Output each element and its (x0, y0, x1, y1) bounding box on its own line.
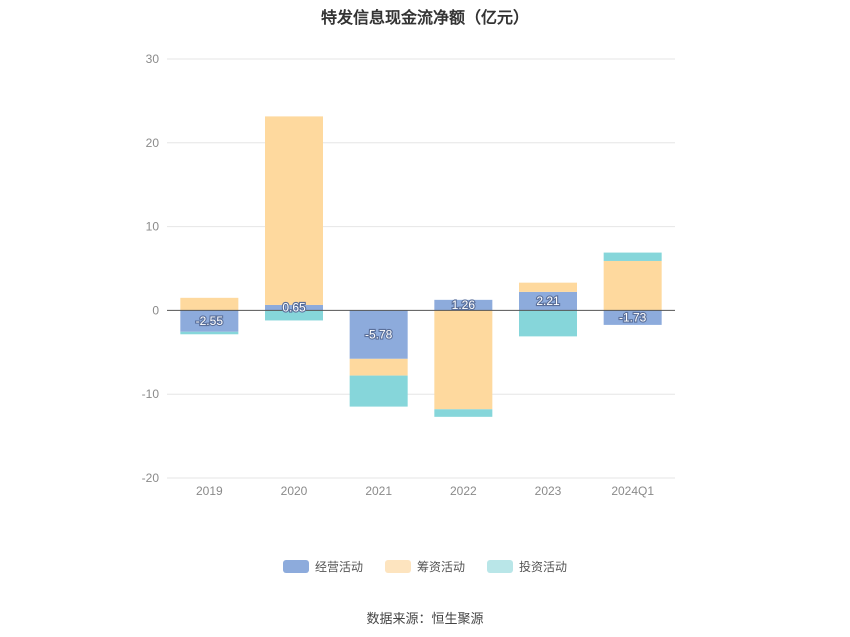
legend-item-financing[interactable]: 筹资活动 (384, 558, 465, 575)
x-tick-label: 2020 (281, 484, 308, 498)
bar-financing (434, 310, 493, 410)
bar-investing (603, 252, 662, 261)
data-label: 2.21 (536, 294, 560, 308)
y-tick-label: -10 (142, 387, 160, 401)
x-tick-label: 2023 (535, 484, 562, 498)
data-label: -2.55 (196, 314, 224, 328)
y-tick-label: 0 (152, 303, 159, 317)
bar-operating (265, 304, 323, 311)
bar-financing (603, 260, 662, 311)
bar-financing (265, 116, 323, 305)
bar-operating (434, 299, 493, 311)
bar-investing (265, 310, 323, 321)
y-tick-label: 20 (146, 136, 160, 150)
bar-investing (349, 375, 408, 407)
legend-label-operating: 经营活动 (314, 560, 363, 574)
bar-financing (349, 358, 408, 376)
x-tick-label: 2022 (450, 484, 477, 498)
bar-operating (519, 291, 577, 311)
legend-swatch-operating (282, 560, 309, 573)
legend-label-financing: 筹资活动 (416, 560, 465, 574)
bar-financing (180, 297, 239, 311)
data-label: -5.78 (365, 328, 393, 342)
y-tick-label: -20 (142, 471, 160, 485)
legend-swatch-investing (487, 560, 513, 573)
x-tick-label: 2021 (365, 484, 392, 498)
y-tick-label: 10 (146, 220, 160, 234)
data-label: 0.65 (282, 301, 306, 315)
legend-item-operating[interactable]: 经营活动 (282, 558, 363, 575)
legend-item-investing[interactable]: 投资活动 (487, 558, 567, 575)
data-label: 1.26 (452, 298, 476, 312)
bar-operating (180, 310, 239, 332)
y-tick-label: 30 (146, 52, 160, 66)
bar-operating (603, 310, 662, 325)
data-source: 数据来源：恒生聚源 (366, 611, 484, 626)
bar-operating (349, 310, 408, 359)
legend-label-investing: 投资活动 (519, 560, 568, 574)
x-tick-label: 2024Q1 (611, 484, 654, 498)
legend-swatch-financing (384, 560, 411, 573)
x-tick-label: 2019 (196, 484, 223, 498)
chart-svg: -20 -10 0 10 20 30 2019 2020 2021 2022 2023 2024Q1 -… (142, 52, 675, 498)
bar-investing (519, 310, 577, 337)
legend: 经营活动 筹资活动 投资活动 (0, 558, 850, 575)
bar-investing (434, 409, 493, 417)
data-label: -1.73 (619, 311, 647, 325)
bar-financing (519, 282, 577, 292)
chart-title: 特发信息现金流净额（亿元） (320, 10, 529, 27)
bar-investing (180, 331, 239, 335)
